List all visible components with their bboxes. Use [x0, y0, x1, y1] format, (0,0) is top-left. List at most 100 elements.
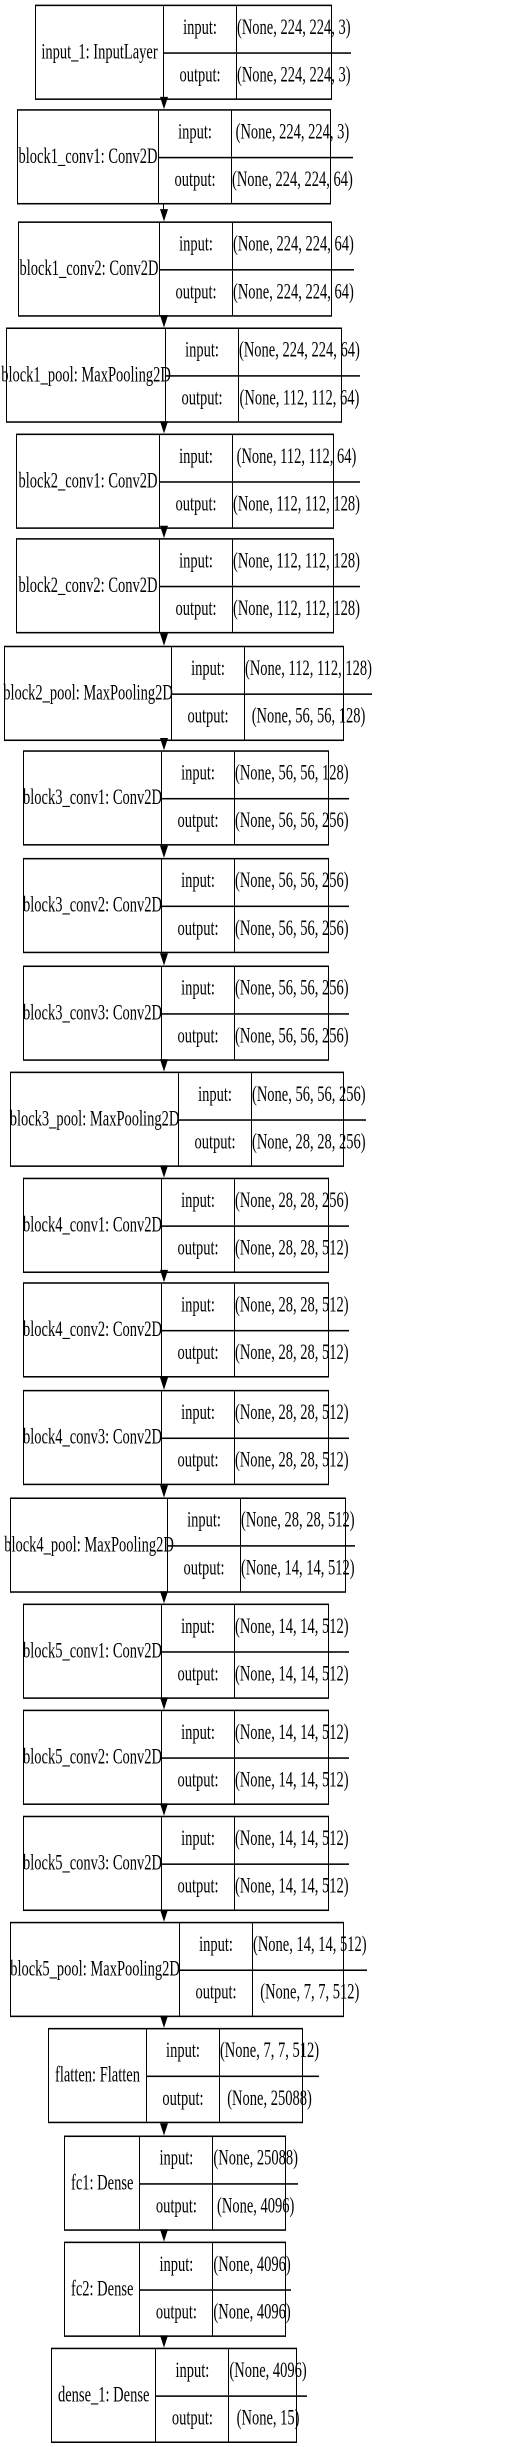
- layer-output-label: output:: [166, 375, 239, 422]
- layer-input-shape: (None, 14, 14, 512): [235, 1614, 349, 1640]
- layer-shapes: input: (None, 14, 14, 512) output: (None, 1…: [162, 1605, 349, 1698]
- layer-shapes: input: (None, 4096) output: (None, 15): [156, 2349, 307, 2442]
- layer-output-row: output: (None, 224, 224, 64): [160, 268, 354, 316]
- arrow-down-icon: [159, 2229, 168, 2242]
- layer-input-shape: (None, 112, 112, 128): [233, 549, 360, 574]
- layer-output-label: output:: [164, 53, 237, 99]
- layer-input-shape: (None, 28, 28, 512): [235, 1400, 349, 1426]
- layer-node: block2_pool: MaxPooling2D input: (None, 11…: [3, 645, 372, 742]
- layer-output-row: output: (None, 112, 112, 128): [160, 480, 360, 528]
- layer-node: flatten: Flatten input: (None, 7, 7, 512) o…: [48, 2027, 320, 2124]
- layer-output-row: output: (None, 14, 14, 512): [162, 1650, 349, 1698]
- layer-input-shape: (None, 112, 112, 64): [236, 444, 357, 470]
- layer-node: block5_conv3: Conv2D input: (None, 14, 14,…: [23, 1815, 349, 1912]
- layer-input-shape: (None, 112, 112, 128): [245, 656, 372, 682]
- arrow-down-icon: [159, 96, 168, 110]
- layer-input-shape: (None, 28, 28, 512): [241, 1508, 355, 1534]
- layer-name: block4_conv2: Conv2D: [23, 1283, 162, 1377]
- layer-output-row: output: (None, 7, 7, 512): [180, 1968, 367, 2016]
- layer-input-shape: (None, 224, 224, 3): [235, 120, 350, 145]
- layer-input-label: input:: [160, 539, 233, 585]
- layer-output-row: output: (None, 14, 14, 512): [162, 1862, 349, 1910]
- layer-output-label: output:: [140, 2290, 214, 2336]
- layer-input-shape: (None, 14, 14, 512): [235, 1826, 349, 1852]
- layer-output-row: output: (None, 112, 112, 128): [160, 584, 360, 632]
- arrow-down-icon: [159, 525, 168, 539]
- layer-name: block5_pool: MaxPooling2D: [10, 1923, 180, 2016]
- layer-shapes: input: (None, 224, 224, 64) output: (None, …: [160, 222, 354, 316]
- layer-output-label: output:: [162, 1226, 235, 1272]
- layer-output-row: output: (None, 28, 28, 512): [162, 1224, 349, 1272]
- layer-node: block3_conv2: Conv2D input: (None, 56, 56,…: [23, 857, 349, 954]
- arrow-down-icon: [159, 1485, 168, 1498]
- layer-input-label: input:: [160, 435, 233, 481]
- layer-output-label: output:: [162, 1651, 235, 1698]
- layer-output-label: output:: [140, 2183, 214, 2230]
- layer-output-label: output:: [162, 798, 235, 845]
- layer-shapes: input: (None, 56, 56, 256) output: (None, 5…: [162, 967, 349, 1060]
- layer-input-label: input:: [159, 110, 232, 157]
- layer-output-label: output:: [162, 1013, 235, 1060]
- layer-input-row: input: (None, 28, 28, 512): [168, 1499, 355, 1545]
- layer-input-shape: (None, 28, 28, 256): [235, 1188, 349, 1214]
- arrow-down-icon: [159, 2123, 168, 2136]
- layer-output-row: output: (None, 56, 56, 256): [162, 904, 349, 952]
- layer-shapes: input: (None, 112, 112, 128) output: (None,…: [172, 647, 372, 740]
- layer-node: block1_conv1: Conv2D input: (None, 224, 22…: [17, 109, 353, 205]
- layer-name: block5_conv3: Conv2D: [23, 1817, 162, 1910]
- layer-input-label: input:: [140, 2243, 214, 2289]
- layer-shapes: input: (None, 14, 14, 512) output: (None, 1…: [162, 1817, 349, 1910]
- layer-output-row: output: (None, 25088): [146, 2074, 320, 2122]
- layer-input-row: input: (None, 28, 28, 512): [162, 1283, 349, 1330]
- layer-output-shape: (None, 14, 14, 512): [235, 1873, 349, 1899]
- layer-node: block5_conv1: Conv2D input: (None, 14, 14,…: [23, 1603, 349, 1699]
- layer-input-shape: (None, 14, 14, 512): [253, 1932, 367, 1958]
- layer-shapes: input: (None, 28, 28, 512) output: (None, 2…: [162, 1391, 349, 1484]
- layer-output-shape: (None, 224, 224, 3): [237, 62, 351, 88]
- layer-output-shape: (None, 25088): [227, 2085, 312, 2111]
- layer-input-row: input: (None, 4096): [140, 2243, 291, 2289]
- layer-name: flatten: Flatten: [49, 2029, 147, 2122]
- arrow-down-icon: [159, 1697, 168, 1710]
- layer-output-label: output:: [160, 481, 233, 528]
- layer-output-shape: (None, 112, 112, 64): [239, 385, 360, 411]
- layer-output-shape: (None, 28, 28, 512): [235, 1340, 349, 1365]
- layer-name: block2_pool: MaxPooling2D: [3, 647, 173, 740]
- layer-output-label: output:: [180, 1970, 253, 2016]
- layer-input-label: input:: [162, 1179, 235, 1225]
- layer-name: block1_pool: MaxPooling2D: [1, 329, 171, 422]
- arrow-down-icon: [159, 1591, 168, 1604]
- layer-input-shape: (None, 4096): [213, 2252, 291, 2278]
- layer-input-row: input: (None, 7, 7, 512): [147, 2029, 319, 2075]
- layer-input-label: input:: [162, 967, 235, 1013]
- layer-input-shape: (None, 56, 56, 256): [235, 976, 349, 1002]
- layer-input-row: input: (None, 4096): [156, 2349, 307, 2395]
- layer-input-row: input: (None, 56, 56, 256): [179, 1073, 366, 1119]
- layer-input-row: input: (None, 56, 56, 128): [162, 751, 349, 798]
- arrow-down-icon: [159, 1377, 168, 1390]
- layer-node: block1_pool: MaxPooling2D input: (None, 22…: [1, 327, 360, 423]
- layer-input-shape: (None, 25088): [213, 2146, 298, 2172]
- layer-output-row: output: (None, 56, 56, 128): [172, 692, 372, 740]
- layer-output-row: output: (None, 14, 14, 512): [168, 1544, 355, 1592]
- layer-input-label: input:: [172, 647, 245, 693]
- layer-input-row: input: (None, 112, 112, 128): [160, 539, 360, 585]
- layer-node: block4_conv2: Conv2D input: (None, 28, 28,…: [23, 1282, 349, 1378]
- layer-input-label: input:: [162, 1817, 235, 1863]
- layer-node: dense_1: Dense input: (None, 4096) output:(…: [51, 2347, 307, 2443]
- layer-node: fc2: Dense input: (None, 4096) output: (None…: [64, 2241, 291, 2337]
- layer-input-row: input: (None, 56, 56, 256): [162, 967, 349, 1013]
- layer-input-label: input:: [166, 329, 239, 375]
- layer-input-shape: (None, 56, 56, 256): [235, 869, 349, 894]
- layer-name: block5_conv1: Conv2D: [23, 1605, 162, 1698]
- layer-input-label: input:: [162, 1391, 235, 1437]
- layer-shapes: input: (None, 224, 224, 64) output: (None, …: [166, 329, 360, 422]
- layer-input-shape: (None, 56, 56, 256): [252, 1082, 366, 1108]
- layer-name: fc1: Dense: [65, 2137, 141, 2230]
- arrow-down-icon: [159, 1059, 168, 1072]
- layer-output-shape: (None, 4096): [217, 2193, 295, 2219]
- layer-input-row: input: (None, 56, 56, 256): [162, 859, 349, 905]
- layer-output-shape: (None, 112, 112, 128): [233, 596, 360, 621]
- layer-shapes: input: (None, 56, 56, 128) output: (None, 5…: [162, 751, 349, 845]
- layer-output-row: output: (None, 28, 28, 256): [179, 1118, 366, 1166]
